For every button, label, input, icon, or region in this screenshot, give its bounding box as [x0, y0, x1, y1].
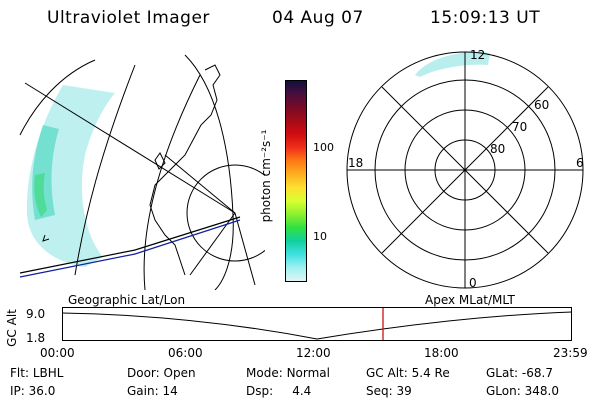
timeline-frame [62, 307, 572, 341]
mlt-label-0: 0 [469, 276, 477, 290]
meridian [24, 82, 236, 214]
meridian [164, 154, 236, 214]
status-gain: Gain: 14 [127, 384, 178, 398]
time-label: 15:09:13 UT [430, 8, 541, 28]
meridian [189, 212, 236, 276]
timeline-x-tick-0: 00:00 [40, 346, 75, 360]
meridian [234, 212, 256, 286]
timeline-x-tick-3: 18:00 [424, 346, 459, 360]
status-glat: GLat: -68.7 [486, 366, 553, 380]
lat-label-80: 80 [490, 142, 505, 156]
lat-label-70: 70 [512, 120, 527, 134]
timeline-y-tick-9: 9.0 [26, 307, 46, 321]
mlt-label-6: 6 [576, 156, 584, 170]
timeline-y-label: GC Alt [5, 309, 19, 347]
coastline [149, 64, 221, 276]
lon-line [184, 54, 234, 290]
timeline-x-tick-4: 23:59 [553, 346, 588, 360]
status-door: Door: Open [127, 366, 196, 380]
altitude-timeline [62, 307, 572, 341]
altitude-curve [62, 311, 572, 340]
status-ip: IP: 36.0 [10, 384, 56, 398]
lat-line [143, 74, 201, 290]
status-mode: Mode: Normal [246, 366, 330, 380]
polar-aurora [415, 51, 490, 77]
colorbar [285, 80, 307, 282]
timeline-y-tick-1-8: 1.8 [26, 331, 46, 345]
colorbar-tick-100: 100 [313, 141, 334, 154]
date-label: 04 Aug 07 [272, 8, 364, 28]
aurora-bright [34, 173, 47, 217]
instrument-title: Ultraviolet Imager [47, 8, 210, 28]
mlt-label-18: 18 [348, 156, 363, 170]
timeline-left-caption: Geographic Lat/Lon [68, 293, 186, 307]
lat-line [74, 64, 136, 276]
timeline-x-tick-2: 12:00 [296, 346, 331, 360]
track-mark [42, 234, 50, 242]
mlt-label-12: 12 [470, 48, 485, 62]
lat-circle [186, 164, 265, 262]
status-seq: Seq: 39 [366, 384, 412, 398]
timeline-right-caption: Apex MLat/MLT [425, 293, 515, 307]
colorbar-unit-label: photon cm⁻²s⁻¹ [259, 129, 273, 223]
mlt-diagonal [381, 86, 549, 254]
geographic-map [19, 54, 265, 290]
status-gc-alt: GC Alt: 5.4 Re [366, 366, 450, 380]
timeline-x-tick-1: 06:00 [168, 346, 203, 360]
status-dsp: Dsp: 4.4 [246, 384, 312, 398]
lat-label-60: 60 [534, 98, 549, 112]
status-glon: GLon: 348.0 [486, 384, 559, 398]
colorbar-tick-10: 10 [313, 230, 327, 243]
lat-line [19, 59, 96, 136]
orbit-track [19, 216, 241, 274]
island [154, 152, 166, 170]
status-filter: Flt: LBHL [10, 366, 64, 380]
polar-plot: 60 70 80 12 18 6 0 [346, 48, 584, 290]
orbit-track-blue [19, 219, 241, 278]
